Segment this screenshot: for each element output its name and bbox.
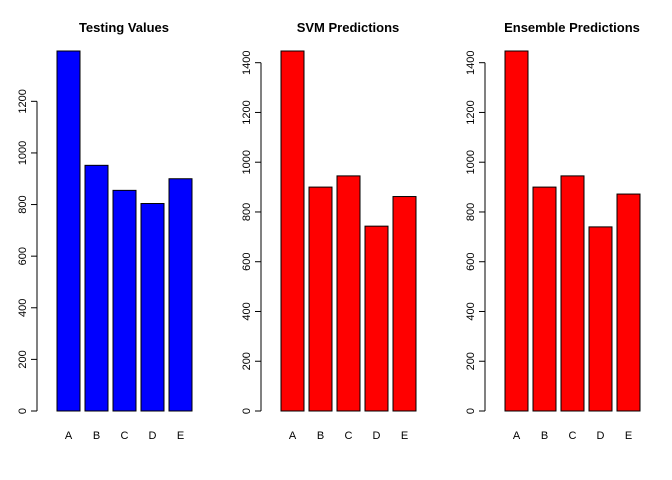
y-tick-label: 800 xyxy=(241,203,253,221)
y-tick-label: 1000 xyxy=(17,141,29,165)
y-tick-label: 400 xyxy=(241,302,253,320)
y-tick-label: 200 xyxy=(465,352,477,370)
y-tick-label: 600 xyxy=(465,253,477,271)
x-tick-label-B: B xyxy=(93,430,100,442)
bar-C xyxy=(112,189,137,412)
x-tick-label-A: A xyxy=(65,430,73,442)
x-tick-label-E: E xyxy=(177,430,184,442)
chart-title: Testing Values xyxy=(79,20,169,35)
bar-D xyxy=(588,226,613,412)
bar-E xyxy=(392,196,417,412)
y-tick-label: 200 xyxy=(17,350,29,368)
bar-D xyxy=(140,203,165,412)
y-tick-label: 1000 xyxy=(465,150,477,174)
bar-B xyxy=(532,186,557,412)
bar-B xyxy=(308,186,333,412)
x-tick-label-C: C xyxy=(569,430,577,442)
y-tick-label: 0 xyxy=(241,408,253,414)
chart-title: SVM Predictions xyxy=(297,20,400,35)
bar-D xyxy=(364,225,389,412)
x-tick-label-B: B xyxy=(317,430,324,442)
y-tick-label: 400 xyxy=(17,299,29,317)
bar-A xyxy=(56,50,81,412)
x-tick-label-D: D xyxy=(597,430,605,442)
chart-panel-2: SVM Predictions A B C D E 0 200 400 600 800 1000 120… xyxy=(241,20,417,442)
y-tick-label: 1000 xyxy=(241,150,253,174)
x-tick-label-D: D xyxy=(149,430,157,442)
bar-A xyxy=(504,50,529,412)
y-tick-label: 0 xyxy=(465,408,477,414)
x-tick-label-C: C xyxy=(345,430,353,442)
y-tick-label: 200 xyxy=(241,352,253,370)
chart-panel-1: Testing Values A B C D E 0 200 400 600 800 1000 1200 xyxy=(17,20,193,442)
y-tick-label: 600 xyxy=(241,253,253,271)
chart-panel-3: Ensemble Predictions A B C D E 0 200 400 600 800 10… xyxy=(465,20,641,442)
x-tick-label-E: E xyxy=(401,430,408,442)
bar-A xyxy=(280,50,305,412)
x-tick-label-C: C xyxy=(121,430,129,442)
x-tick-label-B: B xyxy=(541,430,548,442)
x-tick-label-A: A xyxy=(289,430,297,442)
chart-title: Ensemble Predictions xyxy=(504,20,640,35)
y-tick-label: 800 xyxy=(17,195,29,213)
x-tick-label-E: E xyxy=(625,430,632,442)
bar-C xyxy=(560,175,585,412)
y-tick-label: 1200 xyxy=(241,100,253,124)
y-tick-label: 1400 xyxy=(241,50,253,74)
bar-C xyxy=(336,175,361,412)
bar-B xyxy=(84,164,109,412)
bar-E xyxy=(168,178,193,412)
bar-E xyxy=(616,193,641,412)
x-tick-label-A: A xyxy=(513,430,521,442)
y-tick-label: 600 xyxy=(17,247,29,265)
y-tick-label: 0 xyxy=(17,408,29,414)
y-tick-label: 400 xyxy=(465,302,477,320)
y-tick-label: 1400 xyxy=(465,50,477,74)
y-tick-label: 1200 xyxy=(465,100,477,124)
y-tick-label: 1200 xyxy=(17,89,29,113)
x-tick-label-D: D xyxy=(373,430,381,442)
y-tick-label: 800 xyxy=(465,203,477,221)
